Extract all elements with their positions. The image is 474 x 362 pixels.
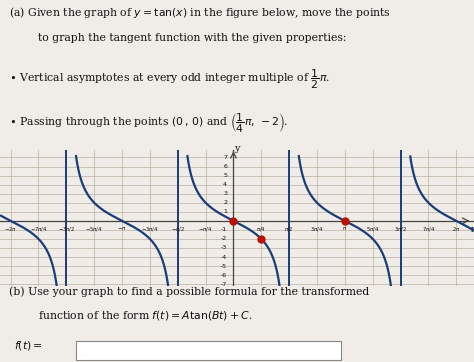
- Text: $-3\pi/4$: $-3\pi/4$: [141, 225, 159, 233]
- Text: $5\pi/4$: $5\pi/4$: [366, 225, 379, 233]
- Text: (a) Given the graph of $y = \tan(x)$ in the figure below, move the points: (a) Given the graph of $y = \tan(x)$ in …: [9, 4, 392, 20]
- Text: function of the form $f(t) = A\tan(Bt) + C$.: function of the form $f(t) = A\tan(Bt) +…: [38, 309, 253, 322]
- Text: 5: 5: [223, 173, 227, 178]
- Text: 3: 3: [223, 191, 227, 196]
- Text: $7\pi/4$: $7\pi/4$: [422, 225, 435, 233]
- Text: 4: 4: [223, 182, 227, 187]
- Text: -4: -4: [221, 254, 227, 260]
- Text: -6: -6: [221, 273, 227, 278]
- Text: -3: -3: [221, 245, 227, 251]
- Text: 1: 1: [223, 209, 227, 214]
- Text: $-2\pi$: $-2\pi$: [4, 225, 17, 233]
- Text: $2\pi$: $2\pi$: [452, 225, 461, 233]
- Text: y: y: [234, 144, 239, 153]
- Text: to graph the tangent function with the given properties:: to graph the tangent function with the g…: [38, 33, 346, 43]
- FancyBboxPatch shape: [76, 341, 341, 360]
- Text: $3\pi/2$: $3\pi/2$: [394, 225, 407, 233]
- Text: $-\pi$: $-\pi$: [117, 225, 127, 232]
- Text: $-7\pi/4$: $-7\pi/4$: [30, 225, 47, 233]
- Text: $-3\pi/2$: $-3\pi/2$: [58, 225, 75, 233]
- Text: $\pi$: $\pi$: [342, 225, 347, 232]
- Text: $\pi/2$: $\pi/2$: [284, 225, 294, 233]
- Text: $-\pi/4$: $-\pi/4$: [199, 225, 213, 233]
- Text: $\pi/4$: $\pi/4$: [256, 225, 266, 233]
- Text: 2: 2: [223, 200, 227, 205]
- Text: -1: -1: [221, 227, 227, 232]
- Text: 7: 7: [223, 155, 227, 160]
- Text: -2: -2: [221, 236, 227, 241]
- Text: $\bullet$ Vertical asymptotes at every odd integer multiple of $\dfrac{1}{2}\pi$: $\bullet$ Vertical asymptotes at every o…: [9, 68, 330, 91]
- Text: $3\pi/4$: $3\pi/4$: [310, 225, 324, 233]
- Text: x: x: [471, 225, 474, 234]
- Text: -7: -7: [221, 282, 227, 287]
- Text: $-5\pi/4$: $-5\pi/4$: [85, 225, 103, 233]
- Text: (b) Use your graph to find a possible formula for the transformed: (b) Use your graph to find a possible fo…: [9, 287, 370, 297]
- Text: -5: -5: [221, 264, 227, 269]
- Text: $-\pi/2$: $-\pi/2$: [171, 225, 185, 233]
- Text: $f(t) =$: $f(t) =$: [14, 339, 43, 352]
- Text: $\bullet$ Passing through the points $(0\,,\,0)$ and $\left(\dfrac{1}{4}\pi,\,-2: $\bullet$ Passing through the points $(0…: [9, 111, 289, 135]
- Text: 6: 6: [223, 164, 227, 169]
